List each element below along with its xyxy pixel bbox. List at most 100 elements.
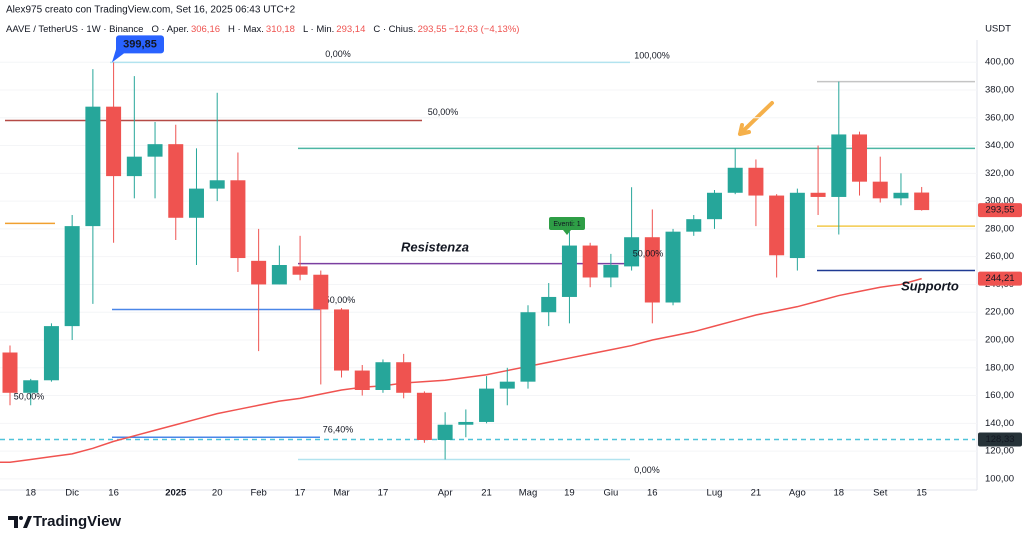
callout-label: 399,85 xyxy=(123,38,157,50)
level-label: 76,40% xyxy=(323,425,354,435)
candle-body xyxy=(209,180,225,189)
event-pointer xyxy=(563,230,571,235)
legend-item: 306,16 xyxy=(191,24,220,35)
candle-body xyxy=(789,192,805,259)
x-tick-label: 21 xyxy=(481,488,492,499)
legend-item: H · Max. xyxy=(228,24,264,35)
candle-body xyxy=(2,352,18,393)
x-tick-label: 21 xyxy=(751,488,762,499)
callout-pointer xyxy=(112,49,124,63)
event-badge: Eventi: 1 xyxy=(549,217,585,235)
candle-body xyxy=(727,167,743,193)
candle-body xyxy=(251,260,267,285)
candle-body xyxy=(416,392,432,440)
x-tick-label: Ago xyxy=(789,488,806,499)
candle-body xyxy=(396,362,412,393)
candle-body xyxy=(831,134,847,197)
y-tick-label: 300,00 xyxy=(985,196,1014,207)
candle-body xyxy=(354,370,370,390)
brand: TradingView xyxy=(33,513,121,530)
x-tick-label: Dic xyxy=(65,488,79,499)
x-tick-label: 15 xyxy=(916,488,927,499)
candle-body xyxy=(541,296,557,313)
callout-box xyxy=(116,35,164,54)
candle-body xyxy=(603,265,619,278)
y-tick-label: 160,00 xyxy=(985,390,1014,401)
x-tick-label: 16 xyxy=(108,488,119,499)
candle-body xyxy=(810,192,826,197)
candle-body xyxy=(914,192,930,211)
x-tick-label: 16 xyxy=(647,488,658,499)
x-tick-label: Mag xyxy=(519,488,537,499)
candle-body xyxy=(458,421,474,425)
candle-body xyxy=(520,312,536,382)
note: 100,00% xyxy=(634,50,670,60)
y-tick-label: 280,00 xyxy=(985,223,1014,234)
candle-body xyxy=(334,309,350,371)
price-tag xyxy=(978,203,1022,218)
x-tick-label: 19 xyxy=(564,488,575,499)
x-tick-label: Set xyxy=(873,488,888,499)
arrow xyxy=(738,101,774,136)
candle-body xyxy=(292,266,308,275)
legend: AAVE / TetherUS · 1W · Binance O · Aper. 3… xyxy=(6,24,519,35)
candle-body xyxy=(561,245,577,297)
candle-body xyxy=(375,362,391,390)
x-tick-label: Lug xyxy=(707,488,723,499)
level-label: 50,00% xyxy=(325,295,356,305)
candle-body xyxy=(64,226,80,327)
legend-item: O · Aper. xyxy=(151,24,189,35)
credit: Alex975 creato con TradingView.com, Set … xyxy=(6,5,296,16)
candle-body xyxy=(168,144,184,218)
level-label: 0,00% xyxy=(634,465,660,475)
legend-item: 310,18 xyxy=(266,24,295,35)
x-tick-label: 2025 xyxy=(165,488,187,499)
x-tick-label: 20 xyxy=(212,488,223,499)
legend-item: AAVE / TetherUS · 1W · Binance xyxy=(6,24,143,35)
price-tag-label: 128,33 xyxy=(985,434,1014,445)
candle-body xyxy=(43,326,59,381)
note: Supporto xyxy=(901,278,959,293)
candle-body xyxy=(313,274,329,310)
candle-body xyxy=(644,237,660,303)
price-tag-label: 244,21 xyxy=(985,273,1014,284)
candle-body xyxy=(582,245,598,278)
candle-body xyxy=(479,388,495,422)
y-tick-label: 380,00 xyxy=(985,85,1014,96)
y-tick-label: 140,00 xyxy=(985,418,1014,429)
logo xyxy=(8,516,32,528)
candle-body xyxy=(85,106,101,227)
candle-body xyxy=(706,192,722,220)
legend-item: −12,63 (−4,13%) xyxy=(449,24,520,35)
x-tick-label: 18 xyxy=(834,488,845,499)
candle-body xyxy=(23,380,39,393)
note: Resistenza xyxy=(401,239,469,254)
legend-item: 293,55 xyxy=(418,24,447,35)
y-tick-label: 340,00 xyxy=(985,140,1014,151)
y-tick-label: 320,00 xyxy=(985,168,1014,179)
y-tick-label: 100,00 xyxy=(985,473,1014,484)
price-tag-label: 293,55 xyxy=(985,205,1014,216)
level-label: 0,00% xyxy=(325,49,351,59)
candle-body xyxy=(126,156,142,177)
y-tick-label: 120,00 xyxy=(985,446,1014,457)
note: 50,00% xyxy=(14,391,45,401)
candle-body xyxy=(872,181,888,199)
note: 50,00% xyxy=(633,248,664,258)
price-tag xyxy=(978,271,1022,286)
legend-item: 293,14 xyxy=(336,24,365,35)
candle-body xyxy=(852,134,868,182)
event-label: Eventi: 1 xyxy=(553,221,580,228)
candle-body xyxy=(271,265,287,285)
x-tick-label: Mar xyxy=(333,488,349,499)
level-label: 50,00% xyxy=(428,107,459,117)
candle-body xyxy=(624,237,640,267)
candle-body xyxy=(437,424,453,440)
candle-body xyxy=(665,231,681,303)
y-tick-label: 200,00 xyxy=(985,335,1014,346)
y-tick-label: 400,00 xyxy=(985,57,1014,68)
candle-body xyxy=(106,106,122,177)
y-axis-title: USDT xyxy=(985,24,1011,35)
event-box xyxy=(549,217,585,230)
